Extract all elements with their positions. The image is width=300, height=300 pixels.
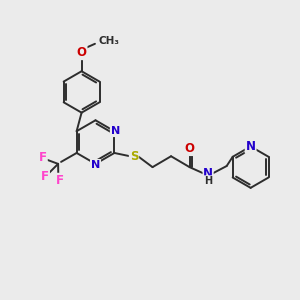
Text: N: N: [203, 167, 213, 180]
Text: O: O: [184, 142, 195, 155]
Text: S: S: [130, 150, 138, 163]
Text: N: N: [246, 140, 256, 153]
Text: F: F: [41, 170, 49, 183]
Text: O: O: [76, 46, 87, 59]
Text: H: H: [204, 176, 212, 186]
Text: N: N: [111, 126, 120, 136]
Text: F: F: [56, 174, 64, 187]
Text: N: N: [91, 160, 100, 170]
Text: CH₃: CH₃: [99, 36, 120, 46]
Text: F: F: [39, 151, 47, 164]
